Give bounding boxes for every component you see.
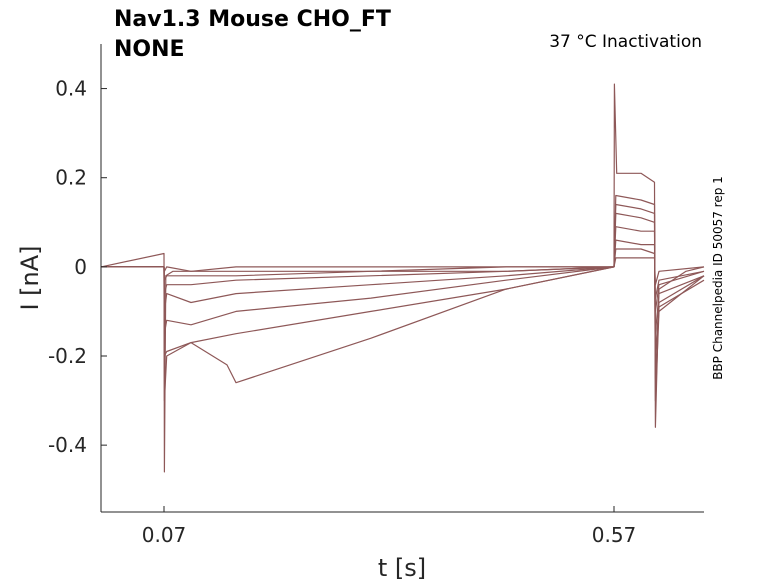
- condition-label: 37 °C Inactivation: [549, 32, 702, 52]
- y-axis-label: I [nA]: [16, 245, 44, 310]
- y-axis-ticks: 0.4 0.2 0 -0.2 -0.4: [48, 77, 107, 457]
- chart-title-line-2: NONE: [114, 37, 185, 62]
- side-id-label: BBP Channelpedia ID 50057 rep 1: [711, 176, 725, 380]
- x-axis-label: t [s]: [378, 554, 426, 582]
- x-axis-ticks: 0.07 0.57: [142, 506, 637, 547]
- chart-title-line-1: Nav1.3 Mouse CHO_FT: [114, 7, 391, 32]
- y-tick-label: -0.4: [48, 433, 87, 457]
- current-trace-1: [100, 83, 705, 473]
- y-tick-label: 0: [74, 255, 87, 279]
- x-tick-label: 0.07: [142, 523, 187, 547]
- current-trace-8: [101, 257, 705, 286]
- current-traces: [100, 83, 705, 473]
- x-tick-label: 0.57: [592, 523, 637, 547]
- y-tick-label: 0.4: [55, 77, 87, 101]
- y-tick-label: 0.2: [55, 166, 87, 190]
- y-tick-label: -0.2: [48, 344, 87, 368]
